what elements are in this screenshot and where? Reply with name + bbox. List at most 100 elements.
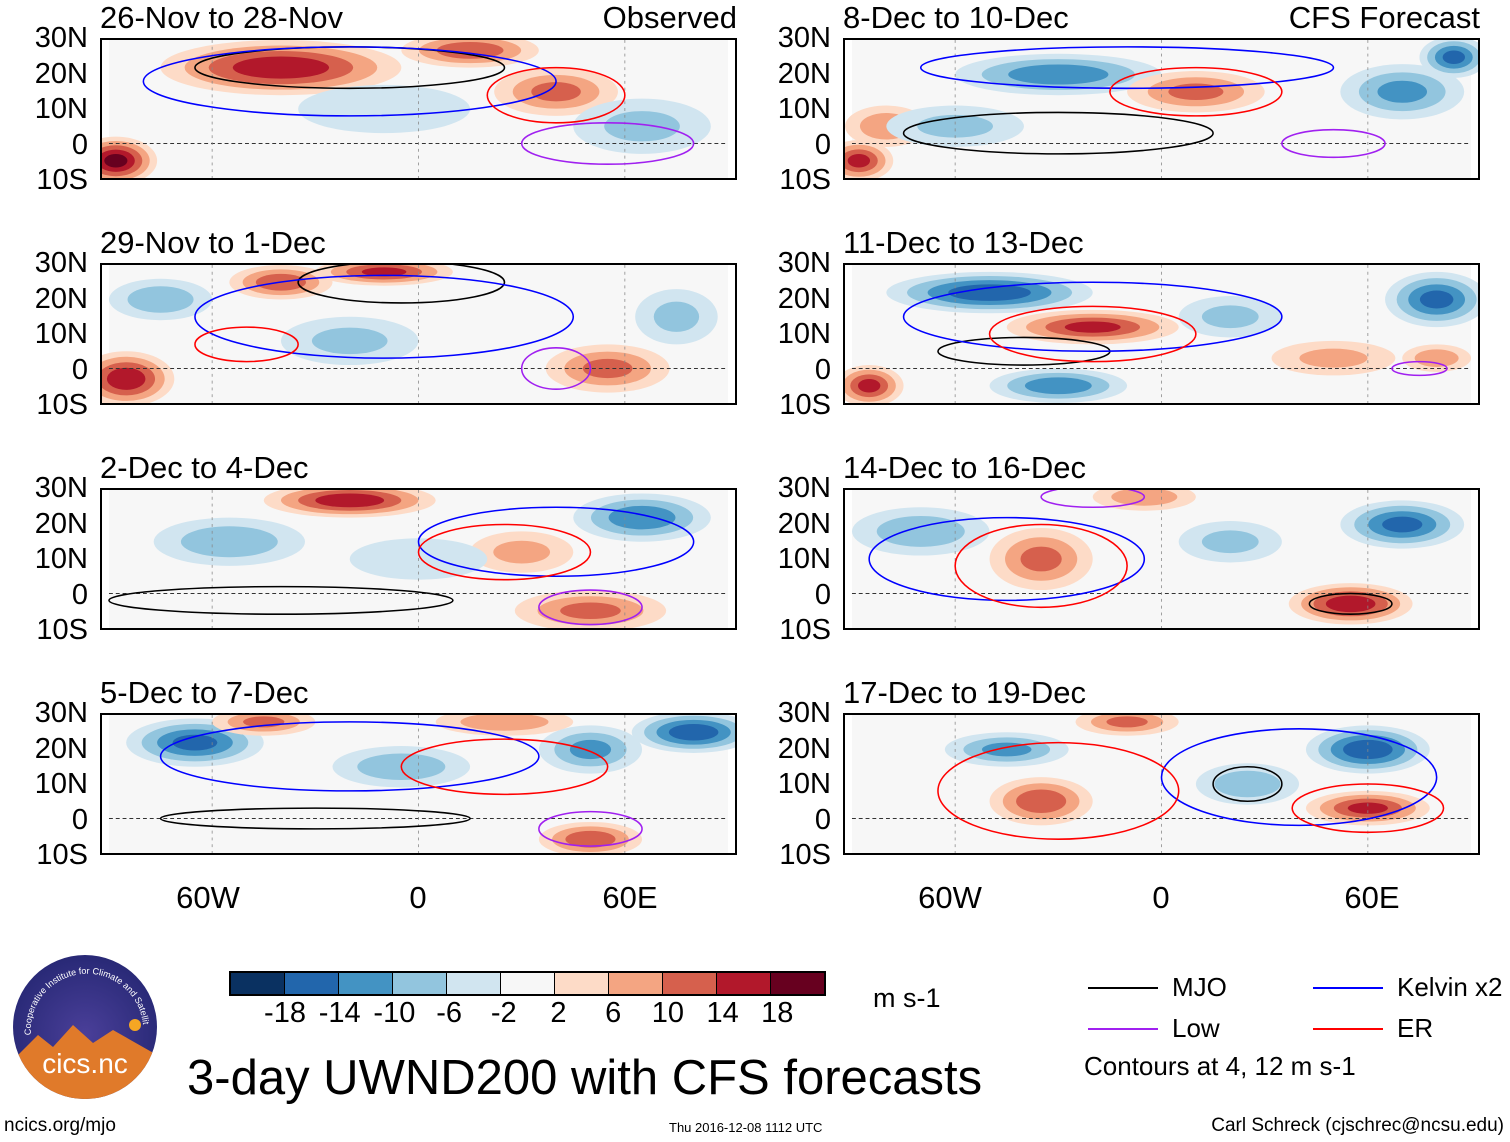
easterly-anomaly — [1008, 64, 1109, 85]
westerly-anomaly — [857, 379, 881, 393]
low-contour — [538, 810, 643, 847]
legend-kelvin: Kelvin x2 — [1313, 972, 1503, 1003]
westerly-anomaly — [1347, 802, 1388, 814]
mjo-contour — [297, 265, 506, 304]
mjo-contour — [159, 807, 471, 830]
colorbar-swatch — [501, 973, 555, 994]
legend-label: Kelvin x2 — [1397, 972, 1503, 1002]
colorbar-swatch — [393, 973, 447, 994]
y-tick: 0 — [814, 578, 831, 611]
easterly-anomaly — [1201, 530, 1259, 554]
kelvin-contour — [902, 281, 1283, 353]
legend-low: Low — [1088, 1013, 1220, 1044]
y-tick: 0 — [814, 803, 831, 836]
westerly-anomaly — [1325, 595, 1376, 613]
anomaly-map — [843, 263, 1480, 405]
y-tick: 10S — [36, 164, 88, 196]
map-panel: 11-Dec to 13-Dec 30N 20N 10N 0 10S — [778, 225, 1480, 420]
easterly-anomaly — [172, 734, 218, 751]
y-tick: 30N — [777, 697, 831, 729]
y-tick: 0 — [71, 128, 88, 161]
kelvin-contour — [868, 516, 1146, 602]
y-tick: 10S — [36, 839, 88, 871]
y-tick: 20N — [34, 57, 88, 90]
westerly-anomaly — [1299, 348, 1368, 368]
colorbar-swatch — [555, 973, 609, 994]
panel-title: 8-Dec to 10-Dec — [843, 0, 1069, 35]
colorbar-swatch — [285, 973, 339, 994]
er-contour — [1291, 783, 1445, 834]
footer-url: ncics.org/mjo — [4, 1115, 116, 1136]
er-contour — [988, 305, 1197, 363]
footer-timestamp: Thu 2016-12-08 1112 UTC — [669, 1120, 823, 1135]
map-panel: 29-Nov to 1-Dec 30N 20N 10N 0 10S — [35, 225, 737, 420]
easterly-anomaly — [298, 84, 471, 134]
mjo-contour — [108, 585, 454, 615]
colorbar-swatch — [717, 973, 771, 994]
westerly-anomaly — [232, 56, 330, 79]
easterly-anomaly — [1024, 377, 1092, 395]
anomaly-map — [843, 713, 1480, 855]
y-tick: 30N — [34, 697, 88, 729]
y-tick: 10S — [779, 389, 831, 421]
colorbar-tick: 2 — [550, 997, 567, 1029]
westerly-anomaly — [436, 41, 504, 59]
y-tick: 20N — [777, 57, 831, 90]
easterly-anomaly — [1214, 770, 1281, 798]
easterly-anomaly — [668, 723, 719, 741]
low-contour — [538, 589, 643, 626]
easterly-anomaly — [127, 286, 194, 313]
er-contour — [194, 326, 299, 363]
colorbar-swatch — [447, 973, 501, 994]
map-panel: 26-Nov to 28-Nov Observed 30N 20N 10N 0 10S — [35, 0, 737, 195]
westerly-anomaly — [493, 540, 551, 564]
westerly-anomaly — [565, 830, 616, 848]
y-tick: 20N — [34, 507, 88, 540]
legend-label: ER — [1397, 1013, 1434, 1043]
easterly-anomaly — [608, 505, 676, 530]
legend-er: ER — [1313, 1013, 1433, 1044]
y-tick: 30N — [34, 472, 88, 504]
y-tick: 30N — [777, 247, 831, 279]
westerly-anomaly — [460, 715, 549, 731]
anomaly-map — [100, 488, 737, 630]
y-tick: 20N — [777, 507, 831, 540]
westerly-anomaly — [104, 153, 128, 168]
y-tick: 30N — [777, 22, 831, 54]
forecast-label: CFS Forecast — [1288, 0, 1480, 35]
figure-title: 3-day UWND200 with CFS forecasts — [187, 1051, 983, 1105]
y-tick: 20N — [34, 732, 88, 765]
y-tick: 20N — [777, 282, 831, 315]
colorbar-tick: -14 — [318, 997, 361, 1029]
anomaly-map — [843, 488, 1480, 630]
low-contour — [1040, 490, 1146, 509]
easterly-anomaly — [1201, 305, 1259, 329]
westerly-anomaly — [847, 154, 871, 168]
y-tick: 0 — [814, 128, 831, 161]
easterly-anomaly — [1442, 50, 1466, 64]
y-tick: 0 — [71, 353, 88, 386]
colorbar-tick: 18 — [761, 997, 794, 1029]
x-tick: 60E — [602, 880, 658, 915]
legend-label: Low — [1172, 1013, 1220, 1043]
colorbar — [229, 971, 826, 996]
colorbar-swatch — [231, 973, 285, 994]
westerly-anomaly — [1016, 789, 1067, 813]
colorbar-units: m s-1 — [873, 983, 941, 1013]
westerly-anomaly — [1064, 321, 1121, 333]
westerly-anomaly — [315, 493, 385, 508]
y-tick: 10N — [777, 318, 831, 350]
easterly-anomaly — [1382, 516, 1423, 533]
y-tick: 10N — [34, 543, 88, 575]
westerly-anomaly — [361, 267, 407, 277]
colorbar-tick: -2 — [490, 997, 517, 1029]
y-tick: 10S — [779, 614, 831, 646]
anomaly-map — [100, 38, 737, 180]
panel-title: 2-Dec to 4-Dec — [100, 450, 309, 485]
panel-title: 17-Dec to 19-Dec — [843, 675, 1086, 710]
map-panel: 2-Dec to 4-Dec 30N 20N 10N 0 10S — [35, 450, 737, 645]
panel-title: 26-Nov to 28-Nov — [100, 0, 343, 35]
cics-logo: cics.nc Cooperative Institute for Climat… — [13, 955, 157, 1099]
map-panel: 14-Dec to 16-Dec 30N 20N 10N 0 10S — [778, 450, 1480, 645]
colorbar-tick: -18 — [264, 997, 306, 1029]
